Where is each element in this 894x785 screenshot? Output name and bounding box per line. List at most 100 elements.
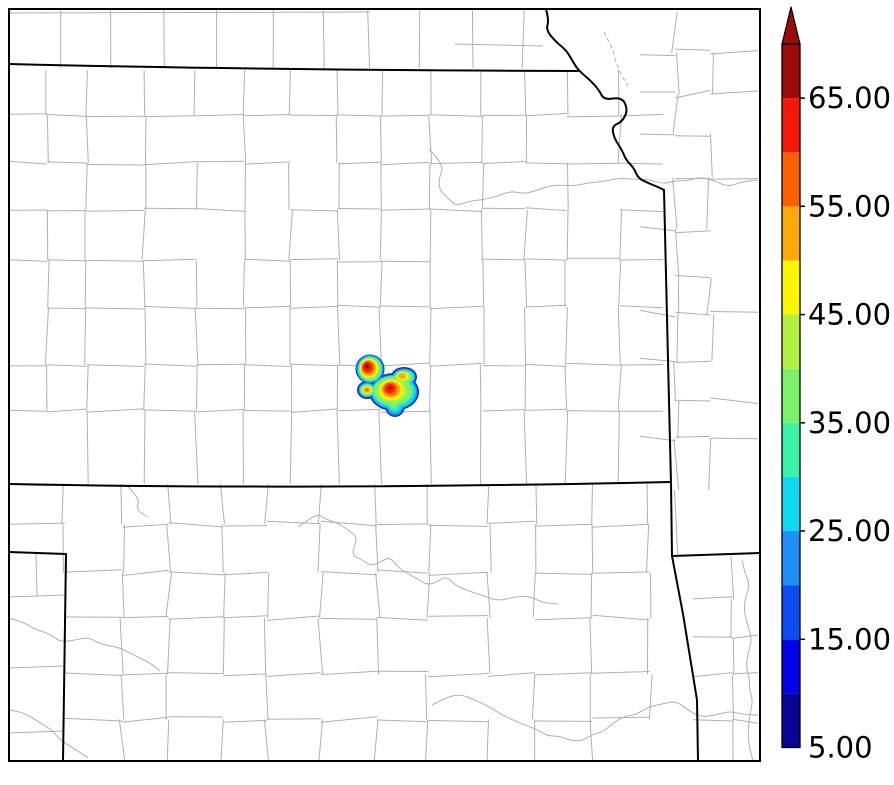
county-line — [429, 305, 483, 310]
county-line — [168, 672, 224, 675]
county-line — [244, 209, 246, 261]
county-line — [710, 50, 759, 55]
county-line — [86, 259, 145, 262]
county-line — [320, 520, 378, 527]
county-line — [163, 8, 165, 69]
county-line — [223, 719, 267, 723]
county-line — [566, 410, 620, 412]
county-line — [639, 54, 676, 57]
county-line — [524, 306, 526, 365]
county-line — [592, 571, 650, 574]
county-line — [47, 408, 87, 413]
county-line — [673, 438, 680, 491]
county-line — [639, 226, 676, 232]
county-line — [566, 115, 620, 118]
river — [741, 559, 754, 762]
county-line — [677, 400, 680, 439]
county-line — [471, 8, 474, 69]
county-line — [428, 571, 489, 576]
county-line — [196, 364, 198, 411]
county-line — [267, 572, 270, 619]
county-line — [429, 161, 483, 165]
county-line — [710, 178, 759, 180]
county-line — [337, 161, 381, 165]
county-line — [290, 209, 338, 212]
county-lines — [8, 8, 759, 762]
county-line — [732, 672, 759, 675]
colorbar-segment — [782, 260, 800, 315]
rivers — [8, 148, 759, 762]
county-line — [290, 305, 338, 309]
county-line — [337, 306, 341, 365]
river — [431, 694, 759, 742]
county-line — [710, 437, 759, 440]
county-line — [380, 362, 430, 367]
county-line — [336, 69, 339, 116]
county-line — [166, 719, 170, 762]
county-line — [35, 553, 38, 597]
county-line — [671, 11, 678, 53]
county-line — [379, 260, 383, 308]
county-line — [732, 637, 735, 676]
county-line — [64, 717, 123, 722]
county-line — [675, 48, 711, 51]
county-line — [376, 617, 379, 675]
county-line — [195, 160, 245, 163]
county-line — [524, 69, 527, 116]
county-line — [429, 362, 483, 367]
county-line — [429, 306, 432, 365]
county-line — [222, 617, 225, 675]
state-border-texas — [8, 551, 67, 762]
county-line — [195, 307, 245, 310]
county-line — [195, 208, 245, 212]
colorbar-segment — [782, 531, 800, 586]
county-line — [710, 133, 713, 178]
county-line — [144, 306, 147, 365]
colorbar-segment — [782, 476, 800, 532]
county-line — [619, 209, 664, 213]
county-line — [617, 115, 622, 164]
county-line — [8, 522, 65, 525]
county-line — [425, 719, 429, 762]
county-line — [534, 572, 593, 575]
county-line — [8, 160, 48, 165]
colorbar-label: 65.00 — [808, 81, 891, 115]
county-line — [144, 115, 147, 164]
county-line — [486, 483, 490, 525]
county-line — [566, 362, 620, 366]
county-line — [196, 162, 198, 210]
county-line — [47, 364, 87, 367]
county-line — [429, 410, 432, 485]
county-line — [618, 260, 622, 308]
county-line — [288, 209, 293, 261]
county-line — [692, 672, 733, 678]
county-line — [86, 410, 89, 485]
county-line — [482, 258, 526, 261]
county-line — [219, 483, 225, 525]
county-line — [242, 260, 245, 308]
county-line — [195, 113, 245, 117]
county-line — [732, 718, 759, 724]
river — [127, 486, 149, 518]
river — [8, 709, 89, 759]
county-line — [242, 69, 246, 116]
county-line — [290, 363, 338, 367]
county-line — [337, 408, 381, 412]
county-line — [336, 209, 340, 261]
county-line — [120, 483, 123, 525]
county-line — [589, 617, 593, 675]
county-line — [377, 523, 429, 526]
county-line — [525, 363, 567, 367]
county-line — [692, 636, 733, 638]
county-line — [480, 209, 483, 261]
county-line — [122, 569, 169, 576]
colorbar-segment — [782, 314, 800, 369]
county-line — [532, 572, 536, 619]
county-line — [143, 207, 197, 210]
county-line — [566, 162, 620, 165]
county-line — [525, 113, 567, 117]
county-line — [244, 114, 291, 117]
county-line — [676, 52, 680, 95]
county-line — [143, 305, 197, 309]
